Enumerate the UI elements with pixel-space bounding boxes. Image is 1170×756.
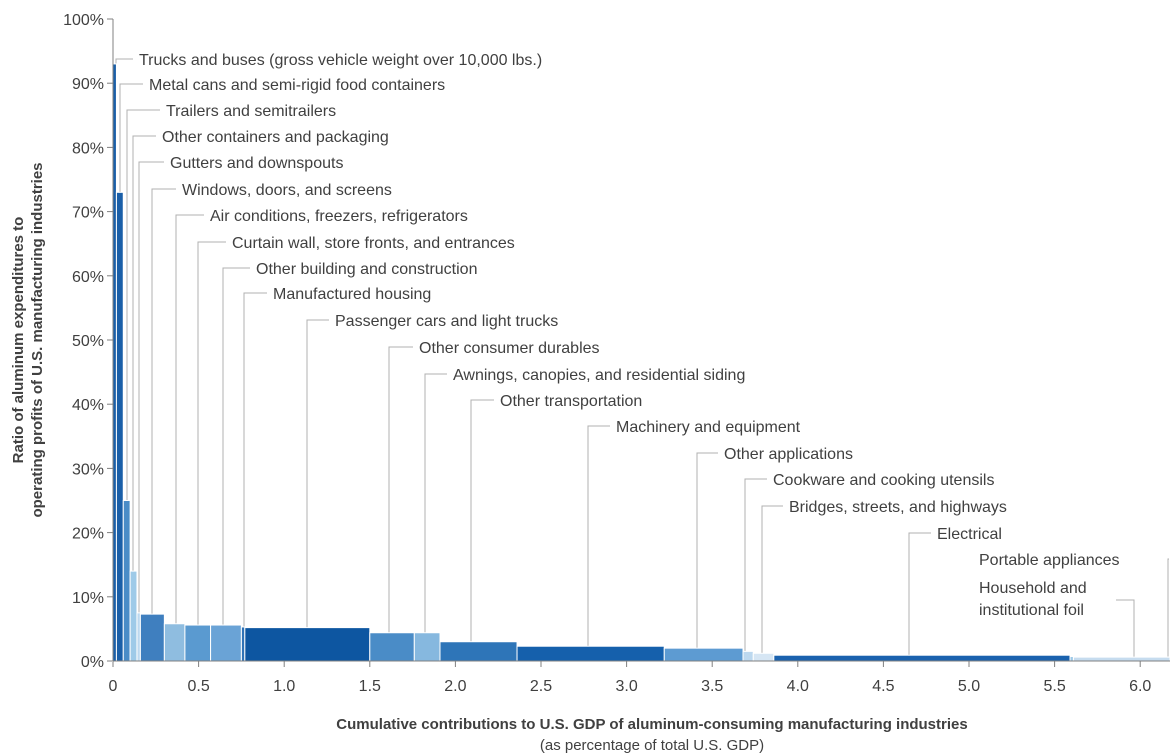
bar-label: Portable appliances — [979, 552, 1120, 569]
bar-label: institutional foil — [979, 602, 1084, 619]
y-tick-label: 0% — [81, 654, 104, 671]
bar — [129, 570, 138, 662]
leader-line — [126, 109, 160, 501]
x-tick-label: 1.5 — [359, 678, 381, 695]
leader-line — [115, 58, 133, 64]
x-tick-label: 5.0 — [958, 678, 980, 695]
y-tick-label: 60% — [72, 269, 104, 286]
bar — [516, 645, 665, 662]
bar-label: Passenger cars and light trucks — [335, 313, 558, 330]
leader-line — [744, 478, 767, 652]
leader-line — [587, 425, 610, 647]
bar — [663, 647, 744, 662]
y-tick-label: 20% — [72, 526, 104, 543]
y-tick-label: 90% — [72, 76, 104, 93]
bar — [136, 612, 141, 662]
bar — [1069, 656, 1074, 662]
y-tick-label: 50% — [72, 333, 104, 350]
bar — [210, 624, 242, 662]
bar — [1072, 656, 1170, 662]
x-tick-label: 0.5 — [187, 678, 209, 695]
bar-label: Other containers and packaging — [162, 129, 389, 146]
x-tick-label: 2.5 — [530, 678, 552, 695]
y-tick-label: 100% — [63, 12, 104, 29]
leader-line — [151, 188, 176, 615]
x-tick-label: 6.0 — [1129, 678, 1151, 695]
bar — [240, 626, 246, 662]
bar-label: Other building and construction — [256, 261, 477, 278]
x-tick-label: 5.5 — [1043, 678, 1065, 695]
leader-line — [388, 346, 413, 633]
x-tick-label: 0 — [109, 678, 118, 695]
bar-label: Other applications — [724, 446, 853, 463]
leader-line — [424, 373, 447, 633]
x-axis-ticks: 0 0.5 1.0 1.5 2.0 2.5 3.0 3.5 4.0 4.5 5.0 5.5 6.0 — [109, 661, 1151, 695]
bar-label: Curtain wall, store fronts, and entrance… — [232, 235, 515, 252]
x-tick-label: 4.0 — [787, 678, 809, 695]
y-tick-label: 70% — [72, 205, 104, 222]
bar-labels: Trucks and buses (gross vehicle weight o… — [139, 52, 1120, 619]
bar-label: Electrical — [937, 526, 1002, 543]
callout-leaders — [115, 58, 1169, 658]
leader-line — [197, 241, 226, 626]
y-tick-label: 10% — [72, 590, 104, 607]
x-tick-label: 4.5 — [872, 678, 894, 695]
bar — [439, 641, 518, 662]
bar-label: Cookware and cooking utensils — [773, 472, 994, 489]
bar — [244, 627, 371, 662]
bar — [413, 632, 441, 662]
leader-line — [761, 505, 783, 654]
bar-label: Trailers and semitrailers — [166, 103, 336, 120]
x-tick-label: 3.0 — [615, 678, 637, 695]
bar-label: Gutters and downspouts — [170, 155, 343, 172]
leader-line — [908, 532, 931, 656]
bar — [122, 500, 131, 662]
bar-label: Household and — [979, 580, 1087, 597]
bar — [112, 63, 117, 662]
bar-label: Air conditions, freezers, refrigerators — [210, 208, 468, 225]
y-axis-title-line1: Ratio of aluminum expenditures to — [10, 217, 27, 464]
axes — [112, 19, 1170, 662]
leader-line — [175, 214, 204, 624]
y-tick-label: 30% — [72, 461, 104, 478]
leader-line — [138, 161, 164, 613]
bar — [742, 650, 754, 662]
bar — [752, 652, 775, 662]
x-tick-label: 2.0 — [444, 678, 466, 695]
bar — [369, 632, 415, 662]
bar-label: Bridges, streets, and highways — [789, 499, 1007, 516]
bar-label: Other consumer durables — [419, 340, 600, 357]
bar — [115, 191, 124, 662]
x-axis-subtitle: (as percentage of total U.S. GDP) — [540, 737, 764, 754]
y-axis-ticks: 0% 10% 20% 30% 40% 50% 60% 70% 80% 90% 100% — [63, 12, 113, 671]
bar-label: Manufactured housing — [273, 286, 431, 303]
leader-line — [1116, 599, 1135, 658]
y-tick-label: 80% — [72, 140, 104, 157]
leader-line — [119, 83, 143, 193]
bar-label: Machinery and equipment — [616, 419, 801, 436]
bar — [163, 623, 186, 662]
bar-label: Awnings, canopies, and residential sidin… — [453, 367, 745, 384]
bar — [773, 654, 1071, 662]
leader-line — [243, 292, 267, 627]
y-tick-label: 40% — [72, 397, 104, 414]
leader-line — [222, 267, 250, 626]
x-tick-label: 3.5 — [701, 678, 723, 695]
bar — [139, 613, 165, 662]
leader-line — [696, 452, 718, 649]
bar — [184, 624, 212, 662]
leader-line — [470, 399, 494, 642]
bars — [112, 63, 1170, 662]
x-axis-title: Cumulative contributions to U.S. GDP of … — [336, 716, 967, 733]
x-tick-label: 1.0 — [273, 678, 295, 695]
leader-line — [132, 135, 156, 572]
leader-line — [306, 319, 329, 628]
bar-label: Other transportation — [500, 393, 642, 410]
y-axis-title-line2: operating profits of U.S. manufacturing … — [29, 162, 46, 517]
bar-label: Trucks and buses (gross vehicle weight o… — [139, 52, 542, 69]
bar-label: Metal cans and semi-rigid food container… — [149, 77, 445, 94]
bar-label: Windows, doors, and screens — [182, 182, 392, 199]
leader-line — [1167, 558, 1169, 657]
